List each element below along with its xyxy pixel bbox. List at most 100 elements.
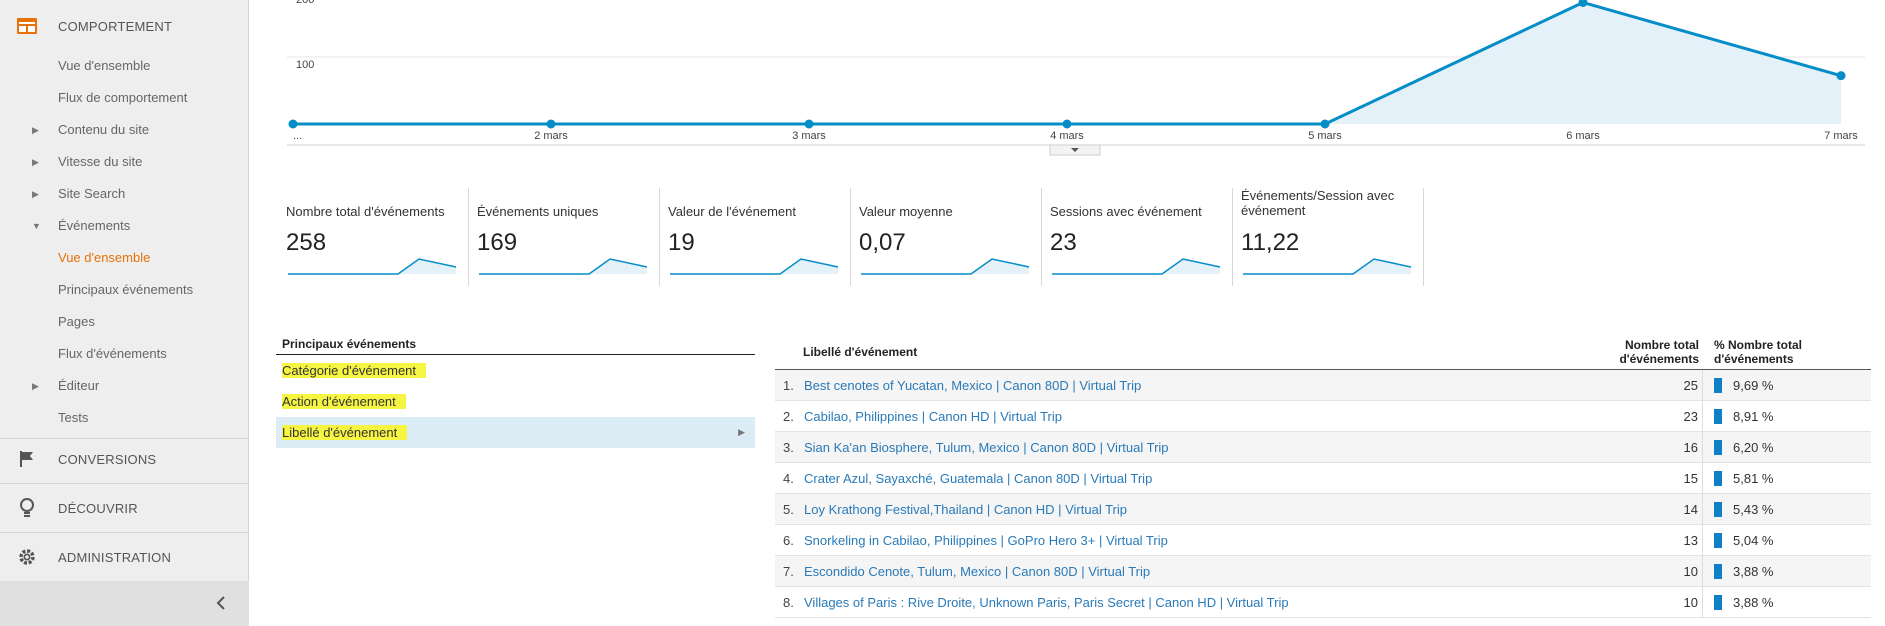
pct-bar <box>1714 440 1722 455</box>
metric-card[interactable]: Événements/Session avec événement 11,22 <box>1233 188 1424 286</box>
metric-label: Valeur de l'événement <box>668 204 796 219</box>
metric-value: 11,22 <box>1241 229 1300 256</box>
sidebar-nav: COMPORTEMENT Vue d'ensemble Flux de compo… <box>0 0 249 626</box>
table-row: 1. Best cenotes of Yucatan, Mexico | Cano… <box>775 370 1871 401</box>
metric-sparkline <box>861 258 1030 275</box>
x-tick-label: 5 mars <box>1308 130 1342 142</box>
gear-icon <box>16 546 38 568</box>
metrics-strip: Nombre total d'événements 258 Événements u… <box>278 188 1424 286</box>
metric-label: Événements uniques <box>477 204 599 219</box>
event-label-link[interactable]: Villages of Paris : Rive Droite, Unknown… <box>804 595 1289 610</box>
caret-right-icon[interactable]: ▶ <box>32 189 39 199</box>
metric-value: 19 <box>668 229 695 256</box>
event-label-link[interactable]: Sian Ka'an Biosphere, Tulum, Mexico | Ca… <box>804 440 1169 455</box>
row-number: 7. <box>783 564 794 579</box>
chart-svg: 200 100 ... 2 mars 3 mars 4 mars 5 mars 6 mar… <box>287 0 1865 156</box>
caret-right-icon[interactable]: ▶ <box>32 157 39 167</box>
chevron-down-icon <box>1071 148 1079 152</box>
y-tick-label: 100 <box>296 59 314 71</box>
nav-section-conversions[interactable]: CONVERSIONS <box>0 439 249 479</box>
data-point[interactable] <box>546 119 556 129</box>
pct-bar <box>1714 595 1722 610</box>
metric-sparkline <box>1243 258 1412 275</box>
data-point[interactable] <box>1320 119 1330 129</box>
table-row: 8. Villages of Paris : Rive Droite, Unkno… <box>775 587 1871 618</box>
events-line-chart: 200 100 ... 2 mars 3 mars 4 mars 5 mars 6 mar… <box>265 0 1885 160</box>
dimension-option[interactable]: Action d'événement <box>276 386 755 417</box>
event-label-link[interactable]: Best cenotes of Yucatan, Mexico | Canon … <box>804 378 1142 393</box>
table-row: 7. Escondido Cenote, Tulum, Mexico | Cano… <box>775 556 1871 587</box>
sidebar-item[interactable]: Événements <box>58 218 131 233</box>
event-label-link[interactable]: Loy Krathong Festival,Thailand | Canon H… <box>804 502 1128 517</box>
table-header: Libellé d'événement Nombre total d'événe… <box>775 332 1871 370</box>
nav-section-discover[interactable]: DÉCOUVRIR <box>0 488 249 528</box>
column-divider <box>1702 587 1703 618</box>
sidebar-item[interactable]: Vue d'ensemble <box>58 250 151 265</box>
event-label-link[interactable]: Snorkeling in Cabilao, Philippines | GoP… <box>804 533 1168 548</box>
metric-value: 23 <box>1050 229 1077 256</box>
row-number: 5. <box>783 502 794 517</box>
sidebar-item[interactable]: Site Search <box>58 186 126 201</box>
metric-card[interactable]: Nombre total d'événements 258 <box>278 188 469 286</box>
metric-label: Événements/Session avec événement <box>1241 188 1395 218</box>
pct-bar <box>1714 533 1722 548</box>
pct-bar <box>1714 502 1722 517</box>
column-divider <box>1702 370 1703 401</box>
event-pct: 5,81 % <box>1733 471 1774 486</box>
pct-bar <box>1714 471 1722 486</box>
sidebar-item[interactable]: Contenu du site <box>58 122 150 137</box>
series-area <box>293 2 1841 124</box>
sidebar-item[interactable]: Éditeur <box>58 378 100 393</box>
metric-card[interactable]: Valeur de l'événement 19 <box>660 188 851 286</box>
sidebar-item[interactable]: Vue d'ensemble <box>58 58 151 73</box>
metric-sparkline <box>479 258 648 275</box>
column-header-total[interactable]: Nombre total d'événements <box>1619 338 1699 366</box>
sidebar-item[interactable]: Pages <box>58 314 95 329</box>
pct-bar <box>1714 378 1722 393</box>
column-header-label[interactable]: Libellé d'événement <box>803 345 918 359</box>
chevron-left-icon[interactable] <box>213 593 229 613</box>
sidebar-item[interactable]: Tests <box>58 410 89 425</box>
data-point[interactable] <box>1062 119 1072 129</box>
dimension-option[interactable]: Libellé d'événement ▶ <box>276 417 755 448</box>
nav-section-admin[interactable]: ADMINISTRATION <box>0 537 249 577</box>
divider <box>0 483 249 484</box>
event-pct: 8,91 % <box>1733 409 1774 424</box>
table-row: 5. Loy Krathong Festival,Thailand | Canon… <box>775 494 1871 525</box>
column-divider <box>1702 432 1703 463</box>
metric-card[interactable]: Événements uniques 169 <box>469 188 660 286</box>
caret-right-icon[interactable]: ▶ <box>32 381 39 391</box>
event-label-link[interactable]: Crater Azul, Sayaxché, Guatemala | Canon… <box>804 471 1153 486</box>
metric-card[interactable]: Sessions avec événement 23 <box>1042 188 1233 286</box>
caret-down-icon[interactable]: ▼ <box>32 221 41 231</box>
sidebar-item[interactable]: Principaux événements <box>58 282 194 297</box>
nav-section-admin-label: ADMINISTRATION <box>58 549 172 565</box>
dimension-option[interactable]: Catégorie d'événement <box>276 355 755 386</box>
nav-section-discover-label: DÉCOUVRIR <box>58 500 138 516</box>
event-label-link[interactable]: Cabilao, Philippines | Canon HD | Virtua… <box>804 409 1062 424</box>
data-point[interactable] <box>1578 0 1588 7</box>
event-total: 15 <box>1683 471 1698 486</box>
event-total: 23 <box>1683 409 1698 424</box>
data-point[interactable] <box>1836 71 1846 81</box>
caret-right-icon[interactable]: ▶ <box>32 125 39 135</box>
row-number: 1. <box>783 378 794 393</box>
sidebar-item[interactable]: Flux d'événements <box>58 346 167 361</box>
event-total: 10 <box>1683 564 1698 579</box>
column-header-pct[interactable]: % Nombre total d'événements <box>1714 338 1803 366</box>
metric-card[interactable]: Valeur moyenne 0,07 <box>851 188 1042 286</box>
lightbulb-icon <box>16 497 38 519</box>
sidebar-item[interactable]: Flux de comportement <box>58 90 188 105</box>
nav-section-behavior[interactable]: COMPORTEMENT <box>0 6 249 46</box>
event-pct: 5,43 % <box>1733 502 1774 517</box>
nav-section-conversions-label: CONVERSIONS <box>58 451 157 467</box>
sidebar-item[interactable]: Vitesse du site <box>58 154 143 169</box>
dimension-option-label: Libellé d'événement <box>282 425 408 440</box>
event-pct: 9,69 % <box>1733 378 1774 393</box>
table-row: 4. Crater Azul, Sayaxché, Guatemala | Can… <box>775 463 1871 494</box>
dimension-option-label: Action d'événement <box>282 394 406 409</box>
caret-right-icon: ▶ <box>738 427 745 437</box>
data-point[interactable] <box>804 119 814 129</box>
data-point[interactable] <box>288 119 298 129</box>
event-label-link[interactable]: Escondido Cenote, Tulum, Mexico | Canon … <box>804 564 1151 579</box>
